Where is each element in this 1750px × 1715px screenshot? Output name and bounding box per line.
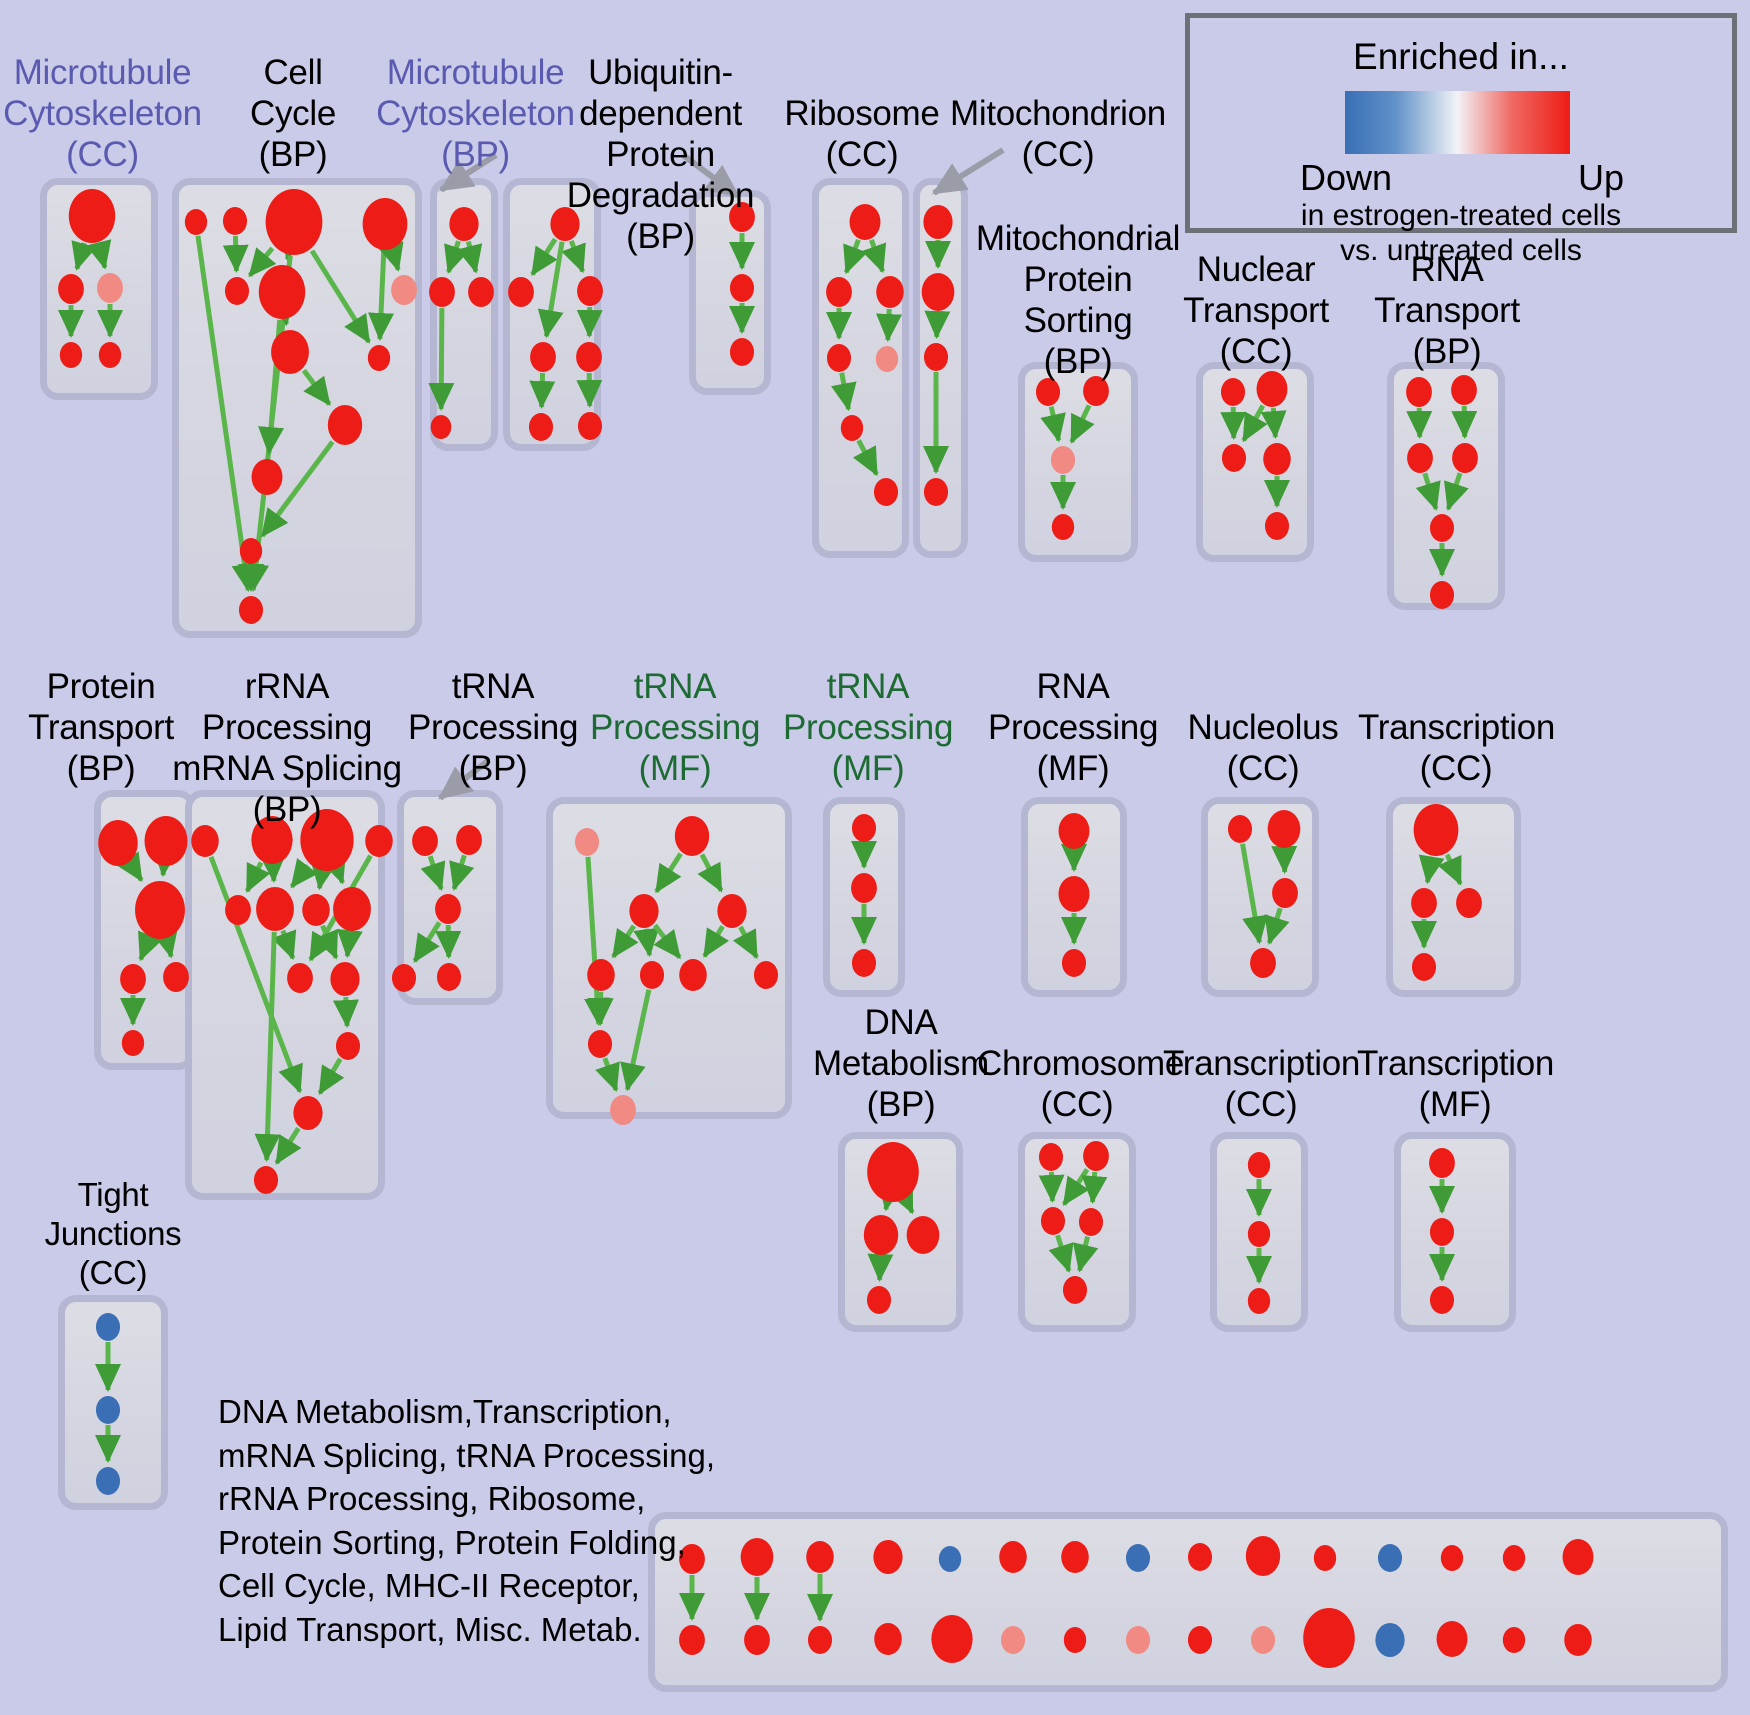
cluster-box-nuclear-transport-cc[interactable]: [1196, 362, 1314, 562]
cluster-box-tight-junctions-cc[interactable]: [58, 1295, 168, 1510]
cluster-box-trna-processing-mf-large[interactable]: [546, 797, 792, 1119]
cluster-label-dna-metabolism-bp: DNA Metabolism (BP): [813, 1003, 989, 1124]
cluster-label-protein-transport-bp: Protein Transport (BP): [28, 667, 174, 788]
cluster-label-nuclear-transport-cc: Nuclear Transport (CC): [1183, 250, 1329, 371]
cluster-label-trna-processing-bp: tRNA Processing (BP): [408, 667, 579, 788]
cluster-box-nucleolus-cc[interactable]: [1201, 797, 1319, 997]
cluster-box-protein-transport-bp[interactable]: [94, 790, 196, 1070]
cluster-box-microtubule-cytoskeleton-cc[interactable]: [40, 178, 158, 400]
cluster-label-tight-junctions-cc: Tight Junctions (CC): [44, 1176, 182, 1291]
cluster-label-microtubule-cytoskeleton-cc: Microtubule Cytoskeleton (CC): [3, 53, 202, 174]
cluster-box-dna-metabolism-bp[interactable]: [838, 1132, 963, 1332]
cluster-label-rrna-processing-mrna-splicing-bp: rRNA Processing mRNA Splicing (BP): [172, 667, 402, 829]
cluster-label-transcription-mf: Transcription (MF): [1357, 1044, 1555, 1124]
cluster-label-transcription-cc-upper: Transcription (CC): [1358, 708, 1556, 788]
cluster-label-trna-processing-mf-large: tRNA Processing (MF): [590, 667, 761, 788]
cluster-box-mitochondrion-cc[interactable]: [913, 178, 968, 558]
legend-down-label: Down: [1300, 157, 1393, 198]
cluster-box-cell-cycle-bp[interactable]: [172, 178, 422, 638]
cluster-box-transcription-mf[interactable]: [1394, 1132, 1516, 1332]
cluster-label-nucleolus-cc: Nucleolus (CC): [1187, 708, 1339, 788]
cluster-label-chromosome-cc: Chromosome (CC): [977, 1044, 1185, 1124]
cluster-label-cell-cycle-bp: Cell Cycle (BP): [249, 53, 337, 174]
cluster-label-trna-processing-mf-small: tRNA Processing (MF): [783, 667, 954, 788]
legend-panel: Enriched in... Down Up in estrogen-treat…: [1185, 13, 1737, 267]
cluster-label-transcription-cc-lower: Transcription (CC): [1163, 1044, 1361, 1124]
cluster-box-rrna-processing-mrna-splicing-bp[interactable]: [185, 790, 385, 1200]
cluster-label-ribosome-cc: Ribosome (CC): [784, 94, 940, 174]
cluster-label-rna-processing-mf: RNA Processing (MF): [988, 667, 1159, 788]
cluster-box-trna-processing-mf-small[interactable]: [823, 797, 905, 997]
cluster-box-misc-combined-cluster[interactable]: [648, 1512, 1728, 1692]
legend-title: Enriched in...: [1353, 36, 1569, 77]
cluster-box-ribosome-cc[interactable]: [812, 178, 909, 558]
cluster-box-rna-transport-bp[interactable]: [1387, 362, 1505, 610]
cluster-label-mitochondrial-protein-sorting-bp: Mitochondrial Protein Sorting (BP): [975, 219, 1181, 381]
misc-categories-footnote: DNA Metabolism,Transcription, mRNA Splic…: [218, 1393, 716, 1648]
cluster-box-mitochondrial-protein-sorting-bp[interactable]: [1018, 362, 1138, 562]
cluster-label-microtubule-cytoskeleton-bp: Microtubule Cytoskeleton (BP): [376, 53, 575, 174]
cluster-label-ubiquitin-dependent-protein-degradation-bp: Ubiquitin- dependent Protein Degradation…: [566, 53, 755, 256]
cluster-label-rna-transport-bp: RNA Transport (BP): [1374, 250, 1520, 371]
cluster-box-transcription-cc-lower[interactable]: [1210, 1132, 1308, 1332]
cluster-box-trna-processing-bp[interactable]: [397, 790, 503, 1005]
legend-up-label: Up: [1577, 157, 1624, 198]
legend-sublabel: in estrogen-treated cells vs. untreated …: [1300, 199, 1622, 267]
cluster-box-rna-processing-mf[interactable]: [1021, 797, 1127, 997]
legend-color-gradient-bar: [1345, 91, 1570, 154]
cluster-box-microtubule-cytoskeleton-bp[interactable]: [430, 178, 498, 451]
cluster-label-mitochondrion-cc: Mitochondrion (CC): [950, 94, 1166, 174]
cluster-box-transcription-cc-upper[interactable]: [1386, 797, 1521, 997]
cluster-box-chromosome-cc[interactable]: [1018, 1132, 1136, 1332]
